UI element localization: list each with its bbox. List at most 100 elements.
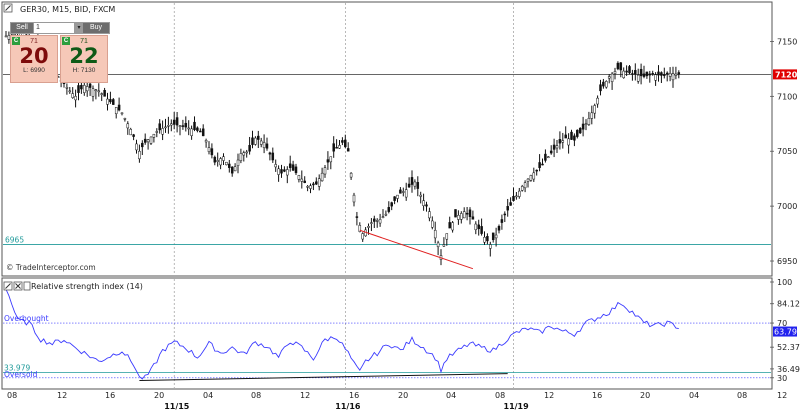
price-candle-body: [317, 178, 321, 187]
price-candle-body: [607, 76, 611, 79]
price-tick-label: 7150: [777, 37, 797, 46]
price-candle-body: [129, 129, 132, 136]
price-candle-body: [181, 125, 185, 127]
price-candle-body: [135, 143, 138, 151]
price-candle-body: [445, 233, 449, 240]
price-candle-body: [245, 151, 248, 154]
price-candle-body: [628, 66, 631, 74]
price-candle-body: [288, 163, 292, 168]
price-candle-body: [338, 145, 341, 149]
price-candle-body: [457, 215, 460, 220]
price-candle-body: [297, 175, 301, 180]
price-candle-body: [254, 137, 257, 145]
x-hour-label: 12: [300, 391, 310, 400]
price-candle-body: [665, 72, 669, 75]
price-candle-body: [91, 88, 95, 97]
sell-quote[interactable]: C 71 20 L: 6990: [10, 35, 58, 83]
price-candle-body: [419, 194, 422, 197]
price-candle-body: [549, 150, 553, 154]
x-hour-label: 20: [398, 391, 408, 400]
price-candle-body: [335, 146, 338, 149]
price-candle-body: [422, 200, 425, 206]
price-candle-body: [373, 218, 376, 222]
price-candle-body: [112, 99, 115, 105]
price-candle-body: [552, 144, 556, 150]
price-candle-body: [193, 121, 196, 130]
price-candle-body: [671, 73, 675, 81]
price-candle-body: [555, 145, 559, 149]
price-candle-body: [239, 153, 243, 161]
price-candle-body: [346, 148, 350, 152]
price-candle-body: [544, 153, 547, 161]
price-candle-body: [631, 73, 634, 75]
price-candle-body: [146, 139, 150, 143]
price-candle-body: [509, 202, 512, 206]
price-candle-body: [236, 159, 240, 166]
price-candle-body: [523, 182, 527, 189]
price-candle-body: [277, 168, 280, 175]
price-candle-body: [660, 72, 663, 76]
chevron-down-icon[interactable]: ▾: [75, 23, 83, 33]
rsi-series: [5, 289, 679, 382]
trade-widget: Sell 1 ▾ Buy C 71 20 L: 6990 C 71 22 H: …: [10, 22, 110, 84]
sell-button[interactable]: Sell: [11, 23, 33, 33]
price-trendline: [359, 229, 474, 270]
rsi-level-icon[interactable]: [23, 281, 31, 291]
buy-quote[interactable]: C 71 22 H: 7130: [60, 35, 108, 83]
price-candle-body: [190, 128, 193, 136]
rsi-close-icon[interactable]: [13, 281, 23, 291]
trade-toolbar: Sell 1 ▾ Buy: [10, 22, 110, 34]
price-candle-body: [433, 230, 437, 239]
price-candle-body: [367, 226, 370, 228]
price-candle-body: [152, 133, 156, 138]
price-candle-body: [274, 164, 277, 168]
quantity-input[interactable]: 1: [33, 23, 75, 33]
x-hour-label: 20: [154, 391, 164, 400]
price-candle-body: [584, 123, 588, 126]
price-candle-body: [578, 128, 582, 134]
price-candle-body: [222, 156, 225, 161]
x-hour-label: 12: [544, 391, 554, 400]
panel-settings-icon[interactable]: [3, 3, 13, 13]
current-price-badge: [773, 69, 797, 80]
x-date-label: 11/19: [504, 402, 530, 411]
oversold-value-label: 33.979: [4, 363, 30, 372]
price-candle-body: [201, 128, 205, 137]
price-candle-body: [300, 178, 304, 182]
price-candle-body: [123, 118, 127, 120]
price-candle-body: [529, 175, 533, 181]
price-candle-body: [442, 244, 446, 247]
price-candle-body: [85, 86, 89, 92]
buy-button[interactable]: Buy: [83, 23, 109, 33]
watermark: © TradeInterceptor.com: [6, 263, 96, 272]
overbought-label: Overbought: [4, 314, 49, 323]
price-candle-body: [674, 73, 678, 76]
rsi-tick-label: 52.373: [777, 343, 800, 352]
price-candle-body: [622, 70, 625, 78]
price-candle-body: [132, 134, 135, 137]
price-candle-body: [230, 166, 234, 174]
price-candle-body: [625, 70, 628, 73]
x-hour-label: 08: [251, 391, 261, 400]
sell-pips-top: 71: [30, 38, 38, 45]
price-candle-body: [590, 112, 594, 119]
price-candle-body: [323, 167, 327, 175]
price-candle-body: [451, 222, 454, 231]
price-candle-body: [361, 233, 364, 240]
rsi-tick-label: 70: [777, 319, 787, 328]
rsi-tick-label: 36.497: [777, 365, 800, 374]
price-candle-body: [94, 89, 98, 92]
price-candle-body: [535, 169, 538, 172]
price-candle-body: [358, 225, 362, 232]
price-candle-body: [126, 123, 130, 129]
price-candle-body: [526, 178, 530, 182]
x-hour-label: 16: [349, 391, 359, 400]
price-candle-body: [390, 202, 393, 207]
rsi-settings-icon[interactable]: [3, 281, 13, 291]
x-hour-label: 08: [737, 391, 747, 400]
price-candle-body: [228, 163, 231, 168]
x-date-label: 11/15: [164, 402, 190, 411]
price-candle-body: [570, 131, 573, 140]
x-hour-label: 12: [57, 391, 67, 400]
